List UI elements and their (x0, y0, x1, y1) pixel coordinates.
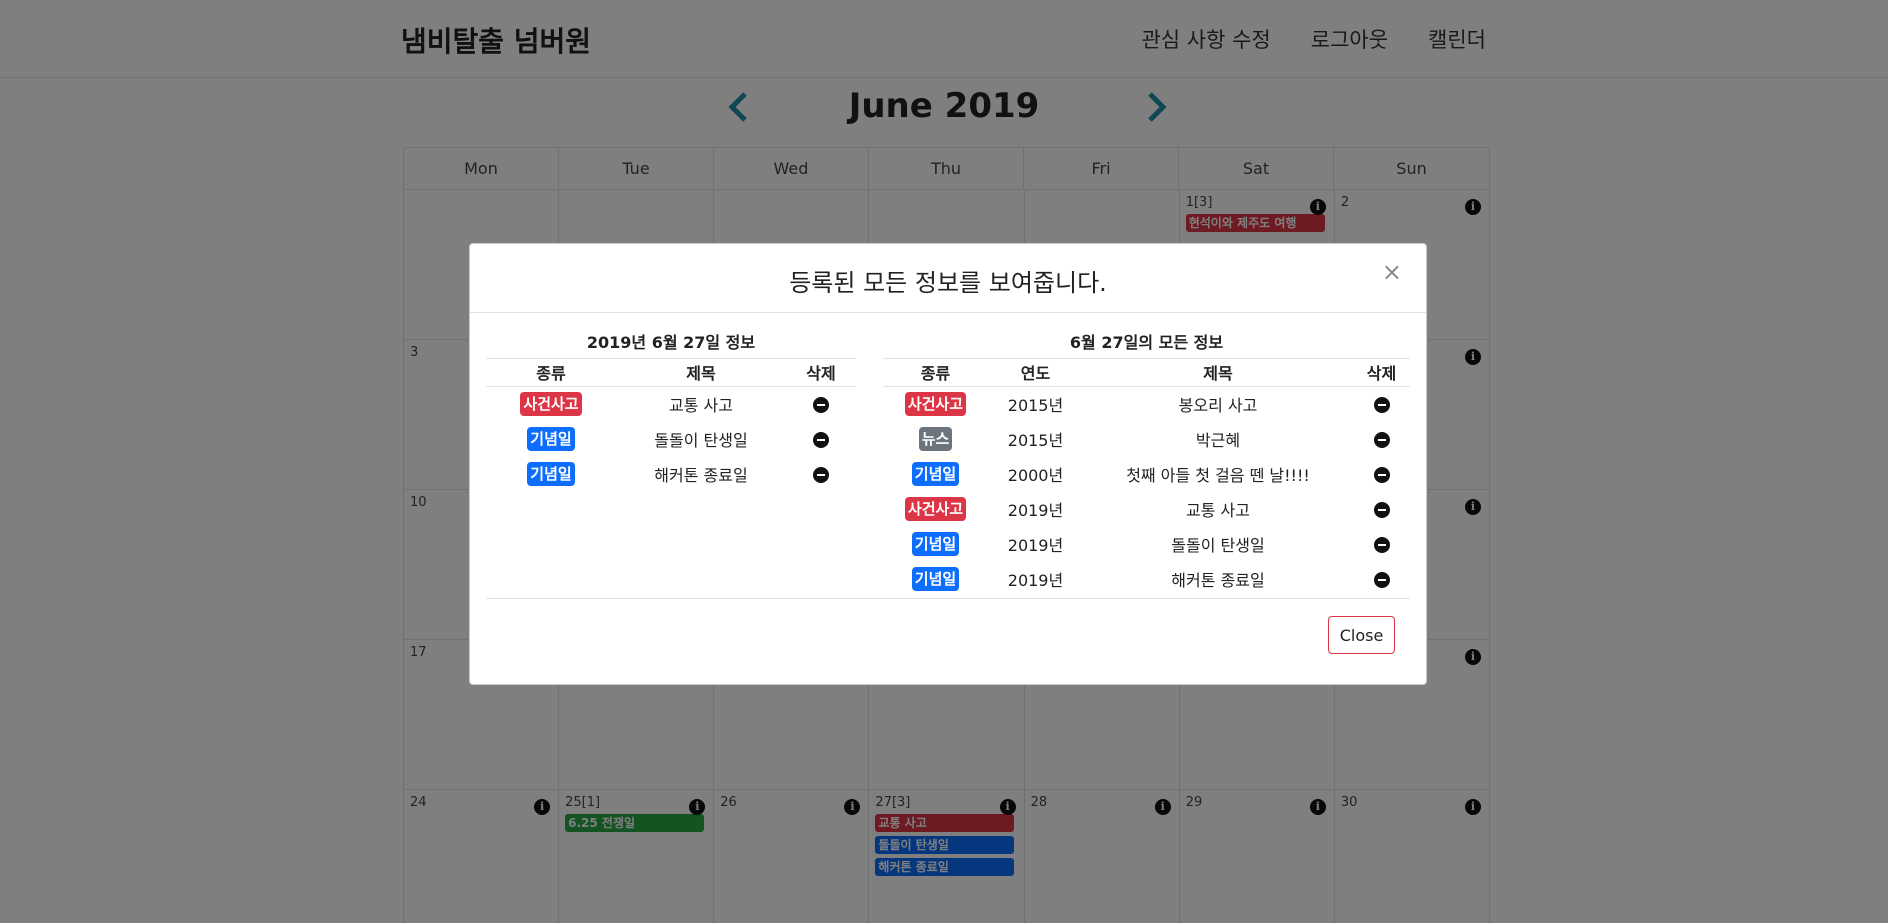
title-cell: 해커톤 종료일 (1171, 570, 1265, 590)
all-info-caption: 6월 27일의 모든 정보 (883, 331, 1410, 359)
type-badge: 기념일 (527, 461, 575, 486)
type-badge: 사건사고 (520, 391, 582, 416)
title-cell: 해커톤 종료일 (654, 465, 748, 485)
table-row: 사건사고 2015년 봉오리 사고 (883, 386, 1410, 421)
column-header: 연도 (988, 359, 1083, 387)
minus-circle-icon[interactable] (813, 396, 829, 413)
type-badge: 뉴스 (918, 426, 953, 451)
minus-circle-icon[interactable] (813, 466, 829, 483)
column-header: 종류 (883, 359, 988, 387)
title-cell: 박근혜 (1195, 430, 1241, 450)
minus-circle-icon[interactable] (1373, 501, 1390, 518)
year-cell: 2019년 (1007, 500, 1064, 520)
year-cell: 2019년 (1007, 570, 1064, 590)
year-cell: 2015년 (1007, 430, 1064, 450)
minus-circle-icon[interactable] (813, 431, 829, 448)
table-row: 기념일 2019년 돌돌이 탄생일 (883, 526, 1410, 561)
type-badge: 기념일 (911, 531, 960, 556)
type-badge: 사건사고 (904, 391, 967, 416)
type-cell: 기념일 (883, 526, 988, 561)
type-badge: 사건사고 (904, 496, 967, 521)
table-row: 사건사고 교통 사고 (486, 386, 856, 421)
info-modal: 등록된 모든 정보를 보여줍니다. × 2019년 6월 27일 정보 종류 제… (469, 243, 1427, 685)
modal-body: 2019년 6월 27일 정보 종류 제목 삭제 사건사고 교통 사고 기념일 돌돌이… (470, 313, 1426, 599)
type-badge: 기념일 (911, 566, 960, 591)
column-header: 제목 (616, 359, 786, 387)
year-cell: 2015년 (1007, 395, 1064, 415)
type-cell: 사건사고 (883, 386, 988, 421)
title-cell: 봉오리 사고 (1178, 395, 1258, 415)
type-badge: 기념일 (527, 426, 575, 451)
all-info-table: 6월 27일의 모든 정보 종류 연도 제목 삭제 사건사고 2015년 봉오리 사… (883, 331, 1410, 596)
title-cell: 교통 사고 (1186, 500, 1250, 520)
modal-footer: Close (470, 599, 1426, 685)
type-cell: 사건사고 (883, 491, 988, 526)
minus-circle-icon[interactable] (1373, 396, 1390, 413)
close-button[interactable]: Close (1328, 616, 1395, 654)
year-cell: 2000년 (1007, 465, 1064, 485)
year-cell: 2019년 (1007, 535, 1064, 555)
type-cell: 기념일 (486, 456, 616, 491)
minus-circle-icon[interactable] (1373, 431, 1390, 448)
delete-cell (786, 386, 856, 421)
delete-cell (1353, 421, 1410, 456)
type-cell: 사건사고 (486, 386, 616, 421)
column-header: 제목 (1083, 359, 1353, 387)
title-cell: 교통 사고 (669, 395, 733, 415)
divider (486, 598, 1410, 599)
type-cell: 기념일 (883, 561, 988, 596)
delete-cell (1353, 386, 1410, 421)
close-icon[interactable]: × (1381, 258, 1402, 286)
column-header: 종류 (486, 359, 616, 387)
minus-circle-icon[interactable] (1373, 571, 1390, 588)
column-header: 삭제 (1353, 359, 1410, 387)
modal-header: 등록된 모든 정보를 보여줍니다. × (470, 244, 1426, 313)
minus-circle-icon[interactable] (1373, 536, 1390, 553)
table-row: 기념일 해커톤 종료일 (486, 456, 856, 491)
column-header: 삭제 (786, 359, 856, 387)
type-badge: 기념일 (911, 461, 960, 486)
delete-cell (1353, 526, 1410, 561)
day-info-caption: 2019년 6월 27일 정보 (486, 331, 856, 359)
table-row: 뉴스 2015년 박근혜 (883, 421, 1410, 456)
table-row: 사건사고 2019년 교통 사고 (883, 491, 1410, 526)
table-row: 기념일 2000년 첫째 아들 첫 걸음 뗀 날!!!! (883, 456, 1410, 491)
type-cell: 기념일 (883, 456, 988, 491)
title-cell: 돌돌이 탄생일 (654, 430, 748, 450)
delete-cell (1353, 491, 1410, 526)
table-row: 기념일 돌돌이 탄생일 (486, 421, 856, 456)
title-cell: 돌돌이 탄생일 (1171, 535, 1265, 555)
delete-cell (1353, 456, 1410, 491)
type-cell: 기념일 (486, 421, 616, 456)
delete-cell (1353, 561, 1410, 596)
minus-circle-icon[interactable] (1373, 466, 1390, 483)
type-cell: 뉴스 (883, 421, 988, 456)
modal-title: 등록된 모든 정보를 보여줍니다. (789, 269, 1107, 297)
delete-cell (786, 421, 856, 456)
table-row: 기념일 2019년 해커톤 종료일 (883, 561, 1410, 596)
title-cell: 첫째 아들 첫 걸음 뗀 날!!!! (1126, 465, 1310, 485)
delete-cell (786, 456, 856, 491)
